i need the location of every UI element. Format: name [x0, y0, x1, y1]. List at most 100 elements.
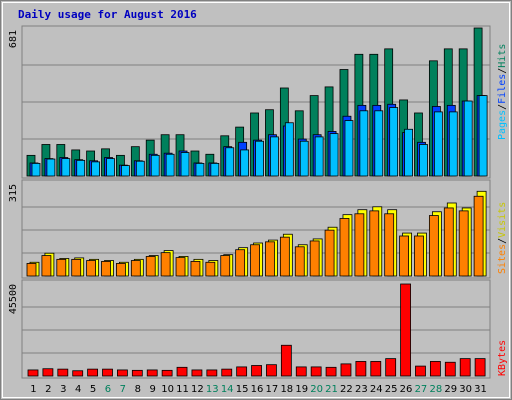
sites-bar [428, 215, 439, 277]
kbytes-bar [385, 358, 397, 377]
sites-bar [26, 263, 37, 277]
kbytes-bar [176, 366, 188, 377]
kbytes-axis-max-label: 45500 [8, 284, 19, 314]
kbytes-bar [459, 358, 471, 377]
sites-bar [130, 260, 141, 277]
x-tick-label: 1 [30, 384, 36, 395]
x-tick-label: 26 [400, 384, 413, 395]
pages-bar [46, 158, 56, 177]
kbytes-bar [444, 361, 456, 377]
pages-bar [374, 110, 384, 177]
pages-bar [240, 149, 250, 177]
kbytes-panel-legend: KBytes [497, 340, 508, 376]
kbytes-bar [72, 370, 84, 377]
pages-bar [121, 165, 130, 177]
x-tick-label: 11 [176, 384, 189, 395]
pages-bar [359, 110, 369, 177]
pages-bar [389, 107, 399, 177]
pages-bar [195, 162, 205, 177]
kbytes-bar [57, 368, 69, 377]
kbytes-bar [415, 365, 426, 377]
kbytes-bar [117, 369, 128, 377]
sites-bar [369, 210, 380, 277]
pages-bar [31, 162, 41, 177]
x-tick-label: 21 [325, 384, 338, 395]
kbytes-bar [325, 366, 337, 377]
kbytes-bar [27, 369, 39, 377]
kbytes-bar [146, 369, 158, 377]
kbytes-bar [280, 344, 292, 377]
pages-bar [210, 162, 220, 177]
x-tick-label: 31 [474, 384, 487, 395]
chart-title: Daily usage for August 2016 [18, 8, 197, 21]
pages-bar [284, 122, 294, 177]
legend-hits: Hits [497, 44, 508, 68]
pages-bar [180, 152, 190, 177]
pages-bar [463, 100, 473, 177]
kbytes-bar [295, 366, 307, 377]
sites-bar [458, 210, 469, 277]
kbytes-bar [400, 283, 411, 377]
kbytes-bar [266, 364, 277, 377]
sites-bar [414, 235, 424, 277]
sites-bar [399, 235, 409, 277]
sites-bar [309, 240, 320, 277]
kbytes-bar [42, 368, 54, 377]
pages-bar [106, 158, 115, 177]
x-tick-label: 2 [45, 384, 51, 395]
x-tick-label: 17 [266, 384, 279, 395]
pages-bar [270, 136, 279, 177]
kbytes-bar [102, 368, 113, 377]
pages-bar [135, 160, 145, 177]
legend-sep-2: / [497, 68, 508, 74]
legend-kbytes: KBytes [497, 340, 508, 376]
sites-bar [71, 258, 82, 277]
legend-sep-3: / [497, 238, 508, 244]
sites-bar [160, 252, 171, 277]
x-tick-label: 23 [355, 384, 368, 395]
pages-bar [314, 136, 324, 177]
kbytes-bar [474, 358, 486, 377]
x-tick-label: 25 [385, 384, 398, 395]
sites-bar [265, 241, 275, 277]
pages-bar [478, 95, 488, 177]
kbytes-bar [161, 369, 173, 377]
legend-sep-1: / [497, 104, 508, 110]
sites-bar [384, 213, 395, 277]
pages-bar [329, 133, 339, 177]
x-tick-label: 16 [251, 384, 264, 395]
pages-bar [344, 120, 354, 177]
sites-bar [145, 256, 156, 277]
x-tick-label: 24 [370, 384, 383, 395]
sites-bar [220, 255, 231, 277]
legend-sites: Sites [497, 244, 508, 274]
sites-bar [443, 207, 454, 277]
sites-bar [175, 257, 186, 277]
pages-bar [150, 154, 160, 177]
x-tick-label: 10 [161, 384, 174, 395]
sites-bar [86, 260, 97, 277]
legend-files: Files [497, 74, 508, 104]
x-tick-label: 28 [429, 384, 442, 395]
x-tick-label: 14 [221, 384, 234, 395]
pages-bar [448, 111, 458, 177]
x-tick-label: 13 [206, 384, 219, 395]
x-tick-label: 6 [105, 384, 111, 395]
kbytes-bar [355, 361, 367, 377]
x-tick-label: 18 [280, 384, 293, 395]
sites-bar [41, 255, 52, 277]
visits-panel-legend: Sites/Visits [497, 202, 508, 274]
x-tick-label: 8 [135, 384, 141, 395]
sites-bar [324, 229, 335, 277]
visits-axis-max-label: 315 [8, 184, 19, 202]
kbytes-bar [131, 369, 143, 377]
kbytes-bar [236, 366, 248, 377]
pages-bar [433, 111, 443, 177]
pages-bar [76, 159, 86, 177]
x-tick-label: 9 [149, 384, 155, 395]
kbytes-bar [251, 365, 262, 377]
sites-bar [205, 261, 216, 277]
